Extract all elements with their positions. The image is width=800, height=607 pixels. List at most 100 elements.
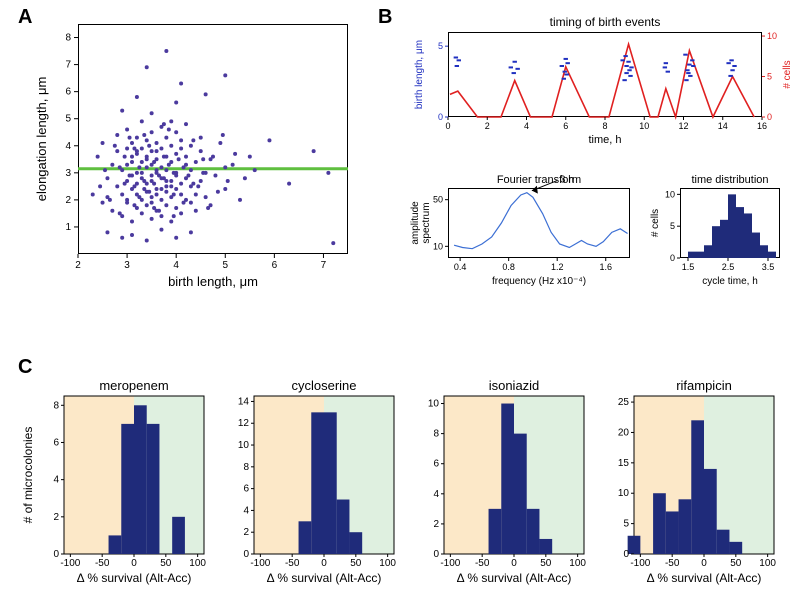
svg-text:4: 4 — [243, 505, 249, 516]
svg-text:50: 50 — [350, 558, 362, 569]
svg-text:6: 6 — [433, 459, 439, 470]
svg-text:6: 6 — [272, 260, 278, 271]
svg-text:10: 10 — [433, 241, 443, 251]
svg-text:1.2: 1.2 — [551, 262, 564, 272]
svg-text:5: 5 — [623, 519, 629, 530]
svg-text:time, h: time, h — [588, 134, 621, 146]
svg-text:Δ % survival (Alt-Acc): Δ % survival (Alt-Acc) — [77, 571, 192, 585]
svg-text:14: 14 — [238, 396, 250, 407]
svg-text:2: 2 — [433, 519, 439, 530]
svg-text:10: 10 — [665, 189, 675, 199]
svg-text:cycle time, h: cycle time, h — [702, 276, 758, 287]
svg-text:2: 2 — [75, 260, 81, 271]
svg-text:100: 100 — [189, 558, 206, 569]
svg-text:5: 5 — [65, 114, 71, 125]
svg-text:4: 4 — [53, 475, 59, 486]
svg-text:0: 0 — [511, 558, 517, 569]
svg-text:8: 8 — [243, 462, 249, 473]
svg-text:8: 8 — [602, 121, 607, 131]
svg-text:3 h: 3 h — [560, 175, 574, 186]
svg-text:elongation length, μm: elongation length, μm — [34, 77, 49, 202]
svg-text:8: 8 — [433, 429, 439, 440]
svg-text:2: 2 — [65, 195, 71, 206]
svg-text:frequency (Hz x10⁻⁴): frequency (Hz x10⁻⁴) — [492, 276, 586, 287]
svg-text:2: 2 — [243, 527, 249, 538]
svg-text:3.5: 3.5 — [762, 262, 775, 272]
svg-text:16: 16 — [757, 121, 767, 131]
svg-text:0: 0 — [131, 558, 137, 569]
svg-text:-50: -50 — [475, 558, 490, 569]
svg-text:0: 0 — [623, 549, 629, 560]
svg-text:12: 12 — [238, 418, 250, 429]
svg-text:1.5: 1.5 — [682, 262, 695, 272]
svg-text:-100: -100 — [250, 558, 270, 569]
svg-text:0.4: 0.4 — [454, 262, 467, 272]
svg-text:10: 10 — [639, 121, 649, 131]
svg-text:# cells: # cells — [650, 209, 661, 237]
svg-text:0: 0 — [243, 549, 249, 560]
svg-text:100: 100 — [569, 558, 586, 569]
svg-text:0: 0 — [433, 549, 439, 560]
svg-text:4: 4 — [173, 260, 179, 271]
svg-text:-50: -50 — [665, 558, 680, 569]
svg-text:birth length, μm: birth length, μm — [414, 40, 425, 109]
svg-text:5: 5 — [222, 260, 228, 271]
svg-text:# of microcolonies: # of microcolonies — [21, 427, 35, 524]
svg-text:10: 10 — [767, 31, 777, 41]
svg-text:Δ % survival (Alt-Acc): Δ % survival (Alt-Acc) — [267, 571, 382, 585]
svg-text:Δ % survival (Alt-Acc): Δ % survival (Alt-Acc) — [647, 571, 762, 585]
svg-text:0: 0 — [701, 558, 707, 569]
svg-text:0: 0 — [438, 112, 443, 122]
svg-text:7: 7 — [321, 260, 327, 271]
svg-text:50: 50 — [160, 558, 172, 569]
svg-text:25: 25 — [618, 397, 630, 408]
svg-text:birth length, μm: birth length, μm — [168, 274, 258, 289]
svg-text:50: 50 — [540, 558, 552, 569]
svg-text:50: 50 — [433, 195, 443, 205]
svg-text:10: 10 — [428, 399, 440, 410]
svg-text:amplitude: amplitude — [410, 201, 421, 245]
svg-text:4: 4 — [433, 489, 439, 500]
svg-text:-100: -100 — [630, 558, 650, 569]
svg-text:6: 6 — [53, 437, 59, 448]
svg-text:0: 0 — [670, 253, 675, 263]
svg-text:1: 1 — [65, 222, 71, 233]
svg-text:meropenem: meropenem — [99, 378, 168, 393]
svg-text:timing of birth events: timing of birth events — [550, 15, 661, 29]
svg-text:2.5: 2.5 — [722, 262, 735, 272]
svg-text:3: 3 — [65, 168, 71, 179]
svg-text:6: 6 — [243, 484, 249, 495]
svg-text:0: 0 — [321, 558, 327, 569]
svg-text:2: 2 — [53, 512, 59, 523]
svg-text:1.6: 1.6 — [599, 262, 612, 272]
svg-text:8: 8 — [65, 33, 71, 44]
svg-text:5: 5 — [767, 72, 772, 82]
svg-text:0: 0 — [445, 121, 450, 131]
svg-text:15: 15 — [618, 458, 630, 469]
svg-text:4: 4 — [524, 121, 529, 131]
svg-text:4: 4 — [65, 141, 71, 152]
svg-text:-50: -50 — [285, 558, 300, 569]
svg-text:20: 20 — [618, 427, 630, 438]
svg-text:0: 0 — [767, 112, 772, 122]
svg-text:cycloserine: cycloserine — [291, 378, 356, 393]
svg-text:isoniazid: isoniazid — [489, 378, 540, 393]
svg-text:10: 10 — [238, 440, 250, 451]
svg-text:14: 14 — [718, 121, 728, 131]
svg-text:# cells: # cells — [782, 60, 793, 88]
svg-text:5: 5 — [670, 221, 675, 231]
svg-text:-100: -100 — [60, 558, 80, 569]
svg-text:6: 6 — [65, 87, 71, 98]
svg-text:3: 3 — [124, 260, 130, 271]
svg-text:100: 100 — [759, 558, 776, 569]
svg-text:2: 2 — [485, 121, 490, 131]
svg-text:spectrum: spectrum — [421, 202, 432, 243]
svg-text:5: 5 — [438, 41, 443, 51]
svg-text:8: 8 — [53, 400, 59, 411]
svg-text:12: 12 — [678, 121, 688, 131]
svg-text:time distribution: time distribution — [691, 174, 768, 186]
svg-text:Δ % survival (Alt-Acc): Δ % survival (Alt-Acc) — [457, 571, 572, 585]
svg-text:-100: -100 — [440, 558, 460, 569]
svg-text:0.8: 0.8 — [502, 262, 515, 272]
svg-text:0: 0 — [53, 549, 59, 560]
